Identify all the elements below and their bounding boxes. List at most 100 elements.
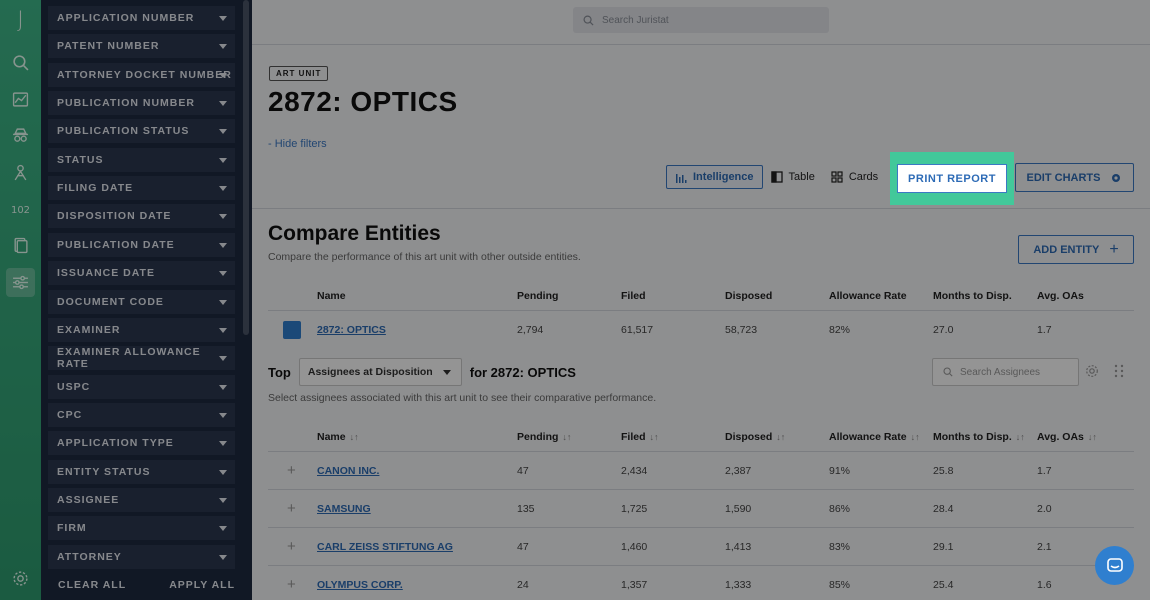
art-unit-number-icon[interactable]: 102 — [6, 196, 35, 225]
column-header-allowance-rate[interactable]: Allowance Rate ↓↑ — [829, 431, 920, 443]
assignee-type-select[interactable]: Assignees at Disposition — [298, 358, 462, 386]
chevron-down-icon — [219, 441, 227, 447]
add-row-plus-icon[interactable]: + — [287, 462, 296, 479]
column-header-months-to-disp[interactable]: Months to Disp. ↓↑ — [933, 431, 1025, 443]
apply-all-button[interactable]: APPLY ALL — [169, 579, 235, 591]
filter-item-label: USPC — [57, 380, 91, 393]
filter-scrollbar[interactable] — [243, 0, 249, 335]
settings-gear-icon[interactable] — [6, 564, 35, 593]
chevron-down-icon — [219, 327, 227, 333]
search-icon — [943, 367, 953, 377]
assignee-link[interactable]: SAMSUNG — [317, 503, 371, 515]
assignee-link[interactable]: CANON INC. — [317, 465, 380, 477]
filter-item[interactable]: DISPOSITION DATE — [48, 204, 235, 229]
column-header-avg-oas: Avg. OAs — [1037, 290, 1084, 302]
chevron-down-icon — [442, 369, 451, 375]
chevron-down-icon — [219, 129, 227, 135]
table-row: + CANON INC. 47 2,434 2,387 91% 25.8 1.7 — [268, 452, 1134, 490]
filter-item[interactable]: FIRM — [48, 516, 235, 541]
filter-item[interactable]: CPC — [48, 402, 235, 427]
entity-link[interactable]: 2872: OPTICS — [317, 324, 386, 336]
column-header-disposed: Disposed — [725, 290, 773, 302]
disposed-value: 58,723 — [725, 324, 758, 336]
allowance-value: 82% — [829, 324, 851, 336]
column-header-allowance-rate: Allowance Rate — [829, 290, 907, 302]
hide-filters-link[interactable]: - Hide filters — [268, 138, 327, 150]
table-icon — [770, 171, 783, 183]
assignee-link[interactable]: OLYMPUS CORP. — [317, 579, 403, 591]
column-header-filed[interactable]: Filed ↓↑ — [621, 431, 659, 443]
drag-handle-icon[interactable] — [1113, 364, 1125, 378]
clear-all-button[interactable]: CLEAR ALL — [58, 579, 127, 591]
filter-item[interactable]: DOCUMENT CODE — [48, 289, 235, 314]
juristat-logo[interactable]: J — [17, 8, 24, 33]
filter-item-label: CPC — [57, 408, 83, 421]
filed-value: 1,725 — [621, 503, 648, 515]
entity-color-swatch[interactable] — [283, 321, 301, 339]
assignee-search-input[interactable]: Search Assignees — [932, 358, 1079, 386]
chart-icon[interactable] — [6, 85, 35, 114]
filter-item[interactable]: ATTORNEY — [48, 544, 235, 569]
filter-item[interactable]: ENTITY STATUS — [48, 459, 235, 484]
filter-item[interactable]: PUBLICATION NUMBER — [48, 91, 235, 116]
edit-charts-button[interactable]: EDIT CHARTS — [1015, 163, 1134, 192]
filter-item[interactable]: FILING DATE — [48, 176, 235, 201]
add-row-plus-icon[interactable]: + — [287, 500, 296, 517]
add-entity-button[interactable]: ADD ENTITY + — [1018, 235, 1134, 264]
chevron-down-icon — [219, 271, 227, 277]
filter-item[interactable]: ISSUANCE DATE — [48, 261, 235, 286]
add-row-plus-icon[interactable]: + — [287, 538, 296, 555]
search-icon[interactable] — [6, 48, 35, 77]
filter-item[interactable]: PUBLICATION DATE — [48, 232, 235, 257]
allowance-value: 91% — [829, 465, 851, 477]
pending-value: 47 — [517, 541, 529, 553]
documents-icon[interactable] — [6, 231, 35, 260]
filter-item-label: EXAMINER — [57, 323, 121, 336]
gear-icon[interactable] — [1085, 364, 1099, 378]
filed-value: 2,434 — [621, 465, 648, 477]
filter-item[interactable]: ATTORNEY DOCKET NUMBER — [48, 62, 235, 87]
chat-button[interactable] — [1095, 546, 1134, 585]
filter-item[interactable]: APPLICATION NUMBER — [48, 6, 235, 30]
column-header-name[interactable]: Name ↓↑ — [317, 431, 359, 443]
filter-item-label: ISSUANCE DATE — [57, 267, 155, 280]
column-header-filed: Filed — [621, 290, 646, 302]
assignee-link[interactable]: CARL ZEISS STIFTUNG AG — [317, 541, 453, 553]
global-search[interactable]: Search Juristat — [573, 7, 829, 33]
filter-item[interactable]: PUBLICATION STATUS — [48, 119, 235, 144]
print-report-button[interactable]: PRINT REPORT — [897, 164, 1007, 193]
filter-item-label: ATTORNEY DOCKET NUMBER — [57, 68, 232, 81]
filter-item[interactable]: STATUS — [48, 147, 235, 172]
disposed-value: 1,333 — [725, 579, 752, 591]
page-title: 2872: OPTICS — [268, 86, 458, 117]
cards-icon — [831, 171, 843, 183]
pending-value: 47 — [517, 465, 529, 477]
chat-icon — [1106, 557, 1123, 572]
filters-icon[interactable] — [6, 268, 35, 297]
column-header-pending[interactable]: Pending ↓↑ — [517, 431, 572, 443]
column-header-avg-oas[interactable]: Avg. OAs ↓↑ — [1037, 431, 1097, 443]
filter-item[interactable]: USPC — [48, 374, 235, 399]
filter-item[interactable]: ASSIGNEE — [48, 487, 235, 512]
chevron-down-icon — [219, 44, 227, 50]
spy-icon[interactable] — [6, 121, 35, 150]
entity-type-chip: ART UNIT — [269, 66, 329, 81]
table-view-button[interactable]: Table — [763, 165, 823, 189]
person-icon[interactable] — [6, 158, 35, 187]
filter-item[interactable]: EXAMINER — [48, 317, 235, 342]
add-row-plus-icon[interactable]: + — [287, 576, 296, 593]
filter-item-label: ENTITY STATUS — [57, 465, 151, 478]
chevron-down-icon — [219, 356, 227, 362]
oas-value: 1.7 — [1037, 324, 1052, 336]
filter-item[interactable]: APPLICATION TYPE — [48, 431, 235, 456]
column-header-disposed[interactable]: Disposed ↓↑ — [725, 431, 786, 443]
cards-view-button[interactable]: Cards — [823, 165, 886, 189]
filter-item[interactable]: PATENT NUMBER — [48, 34, 235, 59]
intelligence-view-button[interactable]: Intelligence — [666, 165, 763, 189]
filter-item[interactable]: EXAMINER ALLOWANCE RATE — [48, 346, 235, 371]
search-icon — [583, 15, 594, 26]
months-value: 28.4 — [933, 503, 954, 515]
table-row: + SAMSUNG 135 1,725 1,590 86% 28.4 2.0 — [268, 490, 1134, 528]
filter-item-label: ATTORNEY — [57, 550, 122, 563]
allowance-value: 86% — [829, 503, 851, 515]
